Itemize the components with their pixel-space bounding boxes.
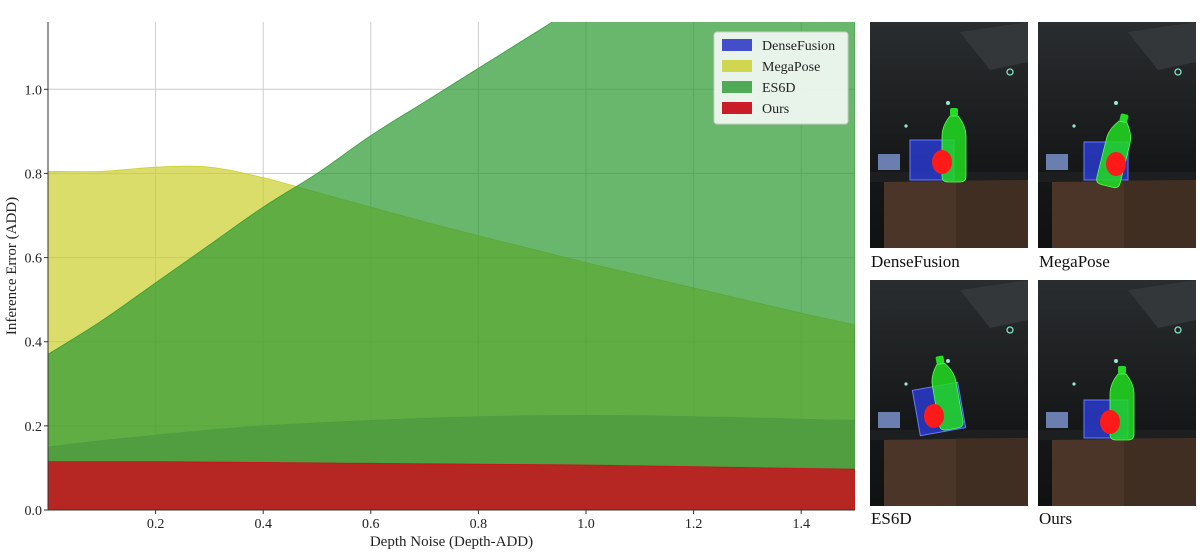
scene-graphic (1038, 22, 1196, 248)
legend-label-megapose: MegaPose (762, 60, 820, 75)
scene-image (870, 22, 1028, 248)
x-tick-label: 0.8 (470, 517, 488, 532)
series-area-ours (48, 461, 855, 510)
scene-graphic (870, 280, 1028, 506)
counter-edge (870, 430, 1028, 440)
ceiling-light-icon (1114, 359, 1118, 363)
legend-label-densefusion: DenseFusion (762, 39, 835, 54)
monitor (1046, 154, 1068, 170)
ceiling-light-icon (1174, 68, 1182, 76)
ceiling-light-icon (1174, 326, 1182, 334)
legend-swatch-es6d (722, 81, 752, 93)
panel-caption: Ours (1039, 509, 1073, 528)
x-tick-label: 0.4 (254, 517, 272, 532)
apple-mask (1106, 152, 1126, 176)
table-side (956, 180, 1028, 248)
apple-mask (932, 150, 952, 174)
ceiling-light-icon (1072, 382, 1076, 386)
monitor (878, 412, 900, 428)
ceiling-light-icon (1006, 68, 1014, 76)
legend-swatch-megapose (722, 60, 752, 72)
scene-image (1038, 22, 1196, 248)
ceiling-panel (960, 22, 1028, 70)
monitor (878, 154, 900, 170)
table-side (1124, 438, 1196, 506)
scene-graphic (870, 22, 1028, 248)
y-axis-label: Inference Error (ADD) (4, 197, 20, 335)
legend-label-ours: Ours (762, 102, 789, 117)
legend-label-es6d: ES6D (762, 81, 795, 96)
tick-labels: 0.2 0.4 0.6 0.8 1.0 1.2 1.4 0.0 0.2 0.4 0.6 0.8 1.0 (25, 83, 810, 532)
scene-image (870, 280, 1028, 506)
ceiling-light-icon (904, 382, 908, 386)
ceiling-light-icon (1006, 326, 1014, 334)
series-area-es6d (48, 22, 855, 510)
series-layer (48, 22, 855, 510)
scene-graphic (1038, 280, 1196, 506)
x-tick-label: 1.0 (577, 517, 595, 532)
apple-mask (1100, 410, 1120, 434)
ceiling-light-icon (946, 359, 950, 363)
legend-swatch-densefusion (722, 39, 752, 51)
ceiling-light-icon (1114, 101, 1118, 105)
x-tick-label: 0.2 (147, 517, 165, 532)
legend: DenseFusion MegaPose ES6D Ours (713, 31, 849, 125)
y-tick-label: 0.6 (25, 252, 43, 267)
ceiling-panel (1128, 22, 1196, 70)
table-side (1124, 180, 1196, 248)
y-tick-label: 0.2 (25, 420, 43, 435)
table-side (956, 438, 1028, 506)
panel-caption: ES6D (871, 509, 912, 528)
ceiling-light-icon (904, 124, 908, 128)
panel-caption: DenseFusion (871, 252, 960, 271)
legend-box (713, 31, 849, 125)
legend-swatch-ours (722, 102, 752, 114)
x-axis-label: Depth Noise (Depth-ADD) (370, 534, 533, 550)
scene-image (1038, 280, 1196, 506)
y-tick-label: 1.0 (25, 83, 43, 98)
x-tick-label: 0.6 (362, 517, 380, 532)
axes (47, 22, 855, 511)
y-tick-label: 0.0 (25, 504, 43, 519)
x-tick-label: 1.2 (685, 517, 703, 532)
ceiling-light-icon (1072, 124, 1076, 128)
monitor (1046, 412, 1068, 428)
y-tick-label: 0.4 (25, 336, 43, 351)
ceiling-panel (1128, 280, 1196, 328)
chart: 0.2 0.4 0.6 0.8 1.0 1.2 1.40.00.20.40.60.81.0 … (4, 22, 855, 550)
y-tick-label: 0.8 (25, 167, 43, 182)
panel-caption: MegaPose (1039, 252, 1110, 271)
x-tick-label: 1.4 (792, 517, 810, 532)
ceiling-panel (960, 280, 1028, 328)
ceiling-light-icon (946, 101, 950, 105)
apple-mask (924, 404, 944, 428)
